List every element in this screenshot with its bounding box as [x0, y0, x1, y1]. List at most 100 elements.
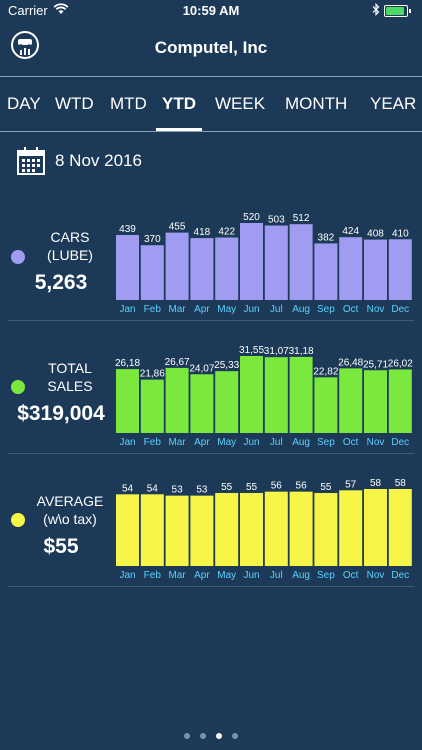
page-dot[interactable]: [200, 733, 206, 739]
bar-value-label: 58: [395, 478, 407, 489]
x-tick-label: Jul: [270, 570, 283, 581]
page-title: Computel, Inc: [154, 38, 268, 57]
divider: [8, 320, 414, 321]
cars-label-line2: (LUBE): [47, 247, 93, 263]
average-label-line2: (w\o tax): [43, 511, 97, 527]
page-indicator[interactable]: [0, 726, 422, 744]
bar-value-label: 55: [320, 482, 332, 493]
bar-dec: [388, 489, 412, 566]
bar-value-label: 512: [293, 213, 310, 224]
bar-apr: [190, 374, 214, 433]
cars-bar-chart: 439 Jan 370 Feb 455 Mar 418 Apr 422 May 520 Jun 503 J…: [116, 212, 412, 315]
bar-sep: [314, 492, 338, 566]
bar-value-label: 520: [243, 212, 260, 223]
divider: [8, 586, 414, 587]
sales-label-line1: TOTAL: [48, 360, 92, 376]
bar-feb: [140, 379, 164, 433]
sales-bar-chart: 26,18 Jan 21,86 Feb 26,67 Mar 24,07 Apr 25,33 May…: [115, 345, 413, 448]
page-dot[interactable]: [216, 733, 222, 739]
bar-mar: [165, 495, 189, 566]
carrier-label: Carrier: [8, 3, 48, 18]
x-tick-label: May: [217, 570, 236, 581]
bar-value-label: 55: [246, 482, 258, 493]
sales-label-line2: SALES: [47, 378, 93, 394]
calendar-icon[interactable]: [16, 146, 46, 176]
battery-icon: [384, 5, 411, 17]
divider: [8, 453, 414, 454]
bar-value-label: 418: [194, 227, 211, 238]
bar-value-label: 56: [271, 481, 283, 492]
tab-week[interactable]: WEEK: [215, 94, 266, 113]
x-tick-label: Jun: [243, 570, 259, 581]
company-logo-icon[interactable]: [10, 30, 40, 60]
x-tick-label: Oct: [343, 304, 359, 315]
tab-month[interactable]: MONTH: [285, 94, 348, 113]
tab-mtd[interactable]: MTD: [110, 94, 147, 113]
bar-value-label: 25,33: [214, 360, 239, 371]
bar-value-label: 24,07: [189, 363, 214, 374]
active-tab-indicator: [156, 128, 202, 131]
x-tick-label: Oct: [343, 437, 359, 448]
x-tick-label: May: [217, 304, 236, 315]
average-legend-dot: [11, 513, 25, 527]
x-tick-label: Jan: [119, 437, 135, 448]
cars-total: 5,263: [34, 271, 88, 294]
sales-legend-dot: [11, 380, 25, 394]
app-header: Computel, Inc: [0, 22, 422, 77]
bar-sep: [314, 243, 338, 300]
bar-nov: [364, 489, 387, 566]
tab-day[interactable]: DAY: [7, 94, 41, 113]
tab-wtd[interactable]: WTD: [55, 94, 94, 113]
bar-value-label: 370: [144, 234, 161, 245]
bar-oct: [339, 490, 363, 566]
bar-feb: [140, 245, 164, 300]
bar-value-label: 31,07: [264, 346, 289, 357]
bar-value-label: 54: [122, 483, 134, 494]
bluetooth-icon: [372, 3, 380, 19]
bar-may: [215, 371, 239, 433]
x-tick-label: Nov: [367, 570, 385, 581]
bar-jan: [116, 369, 139, 433]
x-tick-label: Mar: [168, 437, 186, 448]
sales-total: $319,004: [17, 402, 105, 425]
bar-jul: [264, 491, 288, 566]
x-tick-label: Sep: [317, 570, 335, 581]
x-tick-label: Apr: [194, 570, 210, 581]
x-tick-label: Dec: [391, 570, 409, 581]
bar-value-label: 455: [169, 222, 186, 233]
selected-date[interactable]: 8 Nov 2016: [55, 151, 142, 170]
bar-jun: [240, 492, 263, 566]
bar-value-label: 22,82: [313, 366, 338, 377]
bar-may: [215, 237, 239, 300]
bar-jul: [264, 357, 288, 433]
bar-value-label: 21,86: [140, 369, 165, 380]
bar-sep: [314, 377, 338, 433]
bar-value-label: 58: [370, 478, 382, 489]
x-tick-label: Apr: [194, 437, 210, 448]
tab-ytd[interactable]: YTD: [162, 94, 196, 113]
wifi-icon: [53, 3, 69, 18]
bar-jan: [116, 234, 139, 300]
bar-value-label: 382: [318, 232, 335, 243]
bar-value-label: 56: [296, 481, 308, 492]
x-tick-label: Mar: [168, 304, 186, 315]
cars-label: CARS (LUBE): [20, 228, 120, 264]
bar-apr: [190, 238, 214, 300]
bar-jun: [240, 223, 263, 300]
bar-mar: [165, 232, 189, 300]
bar-may: [215, 492, 239, 566]
x-tick-label: Apr: [194, 304, 210, 315]
bar-nov: [364, 239, 387, 300]
bar-value-label: 26,02: [388, 358, 413, 369]
sales-label: TOTAL SALES: [20, 359, 120, 395]
x-tick-label: Feb: [144, 570, 162, 581]
x-tick-label: Dec: [391, 304, 409, 315]
page-dot[interactable]: [184, 733, 190, 739]
bar-oct: [339, 368, 363, 433]
bar-value-label: 26,18: [115, 358, 140, 369]
page-dot[interactable]: [232, 733, 238, 739]
bar-aug: [289, 224, 313, 300]
tab-year[interactable]: YEAR: [370, 94, 417, 113]
bar-feb: [140, 494, 164, 566]
bar-oct: [339, 237, 363, 300]
